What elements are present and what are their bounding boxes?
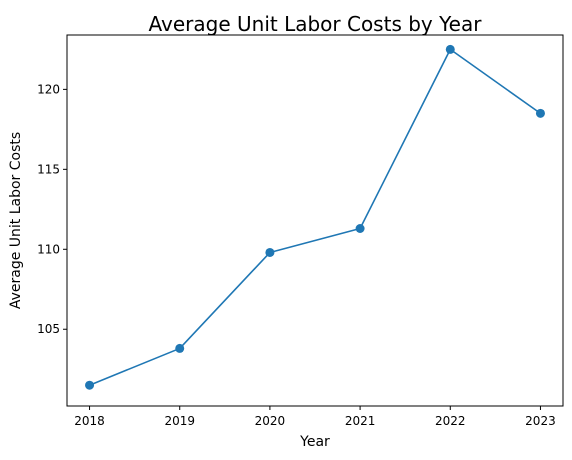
data-point (535, 108, 545, 118)
y-axis-label: Average Unit Labor Costs (8, 132, 24, 309)
x-tick-label: 2018 (74, 414, 105, 428)
data-point (85, 380, 95, 390)
data-point (355, 223, 365, 233)
x-tick-label: 2023 (525, 414, 556, 428)
x-axis: 2018 2019 2020 2021 2022 2023 (74, 406, 556, 428)
data-point (445, 44, 455, 54)
series-layer (85, 44, 545, 390)
y-tick-label: 115 (37, 162, 60, 176)
plot-area (66, 34, 564, 407)
y-tick-label: 105 (37, 322, 60, 336)
y-tick-label: 110 (37, 242, 60, 256)
x-tick-label: 2019 (164, 414, 195, 428)
plot-frame (66, 34, 564, 407)
series-line (89, 48, 541, 386)
x-tick-label: 2021 (345, 414, 376, 428)
x-tick-label: 2022 (435, 414, 466, 428)
y-axis: 105 110 115 120 (37, 82, 67, 336)
data-point (265, 247, 275, 257)
x-axis-label: Year (299, 434, 330, 450)
y-tick-label: 120 (37, 82, 60, 96)
x-tick-label: 2020 (255, 414, 286, 428)
data-point (175, 343, 185, 353)
chart-title: Average Unit Labor Costs by Year (149, 12, 483, 36)
